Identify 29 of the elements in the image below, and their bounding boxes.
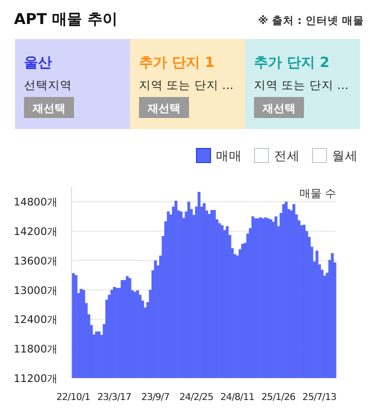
text: 울산 — [24, 55, 52, 71]
text: 전세 — [274, 148, 300, 163]
text: 지역 또는 단지 … — [139, 78, 234, 92]
y-tick-label: 14800개 — [14, 196, 58, 209]
x-tick-label: 24/8/11 — [220, 392, 255, 403]
y-tick-label: 11800개 — [14, 344, 58, 356]
x-tick-label: 25/1/26 — [261, 392, 296, 403]
y-tick-label: 14200개 — [14, 226, 58, 238]
text: 추가 단지 2 — [254, 55, 330, 71]
y-tick-label: 11200개 — [14, 373, 58, 385]
chart-title: APT 매물 추이 — [14, 10, 118, 28]
y-axis-title: 매물 수 — [300, 187, 336, 200]
text: 선택지역 — [24, 78, 72, 92]
y-tick-label: 13000개 — [14, 284, 58, 297]
text: 지역 또는 단지 … — [254, 78, 348, 92]
text: 재선택 — [32, 102, 66, 115]
x-tick-label: 23/3/17 — [97, 392, 132, 403]
y-tick-label: 13600개 — [14, 255, 58, 268]
text: 추가 단지 1 — [139, 55, 214, 71]
x-tick-label: 24/2/25 — [179, 392, 214, 403]
x-tick-label: 22/10/1 — [56, 392, 91, 403]
y-tick-label: 12400개 — [14, 314, 58, 326]
text: 월세 — [332, 148, 358, 163]
x-tick-label: 23/9/7 — [141, 392, 170, 403]
text: ※ 출처 : 인터넷 매물 — [258, 15, 364, 27]
x-tick-label: 25/7/13 — [302, 392, 337, 403]
text: 재선택 — [262, 102, 296, 115]
text: 재선택 — [146, 102, 180, 115]
text: 매매 — [216, 148, 242, 163]
